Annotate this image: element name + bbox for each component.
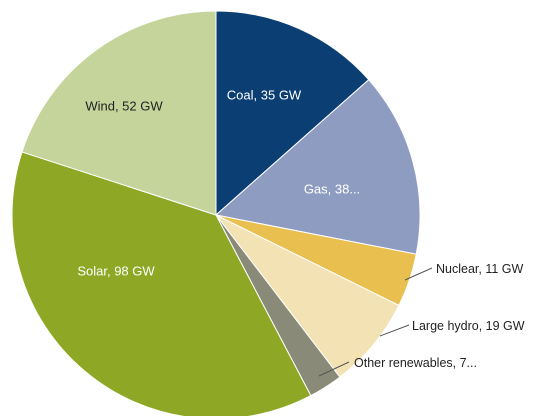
pie-slice-wind[interactable] <box>21 10 217 216</box>
slice-label-solar: Solar, 98 GW <box>77 263 155 278</box>
pie-labels: Coal, 35 GW Gas, 38... Nuclear, 11 GW Large… <box>77 87 525 377</box>
slice-label-coal: Coal, 35 GW <box>227 87 302 102</box>
slice-label-wind: Wind, 52 GW <box>85 98 163 113</box>
pie-slices <box>11 10 421 416</box>
slice-label-large-hydro: Large hydro, 19 GW <box>412 319 525 333</box>
leader-line-other-renewables <box>318 361 350 377</box>
slice-label-gas: Gas, 38... <box>304 181 360 196</box>
slice-label-other-renewables: Other renewables, 7... <box>354 356 477 370</box>
pie-slice-coal[interactable] <box>215 10 370 217</box>
slice-label-nuclear: Nuclear, 11 GW <box>436 262 524 276</box>
pie-slice-solar[interactable] <box>11 151 312 416</box>
pie-slice-gas[interactable] <box>214 79 421 255</box>
leader-line-nuclear <box>404 267 433 281</box>
leader-line-large-hydro <box>379 324 410 337</box>
